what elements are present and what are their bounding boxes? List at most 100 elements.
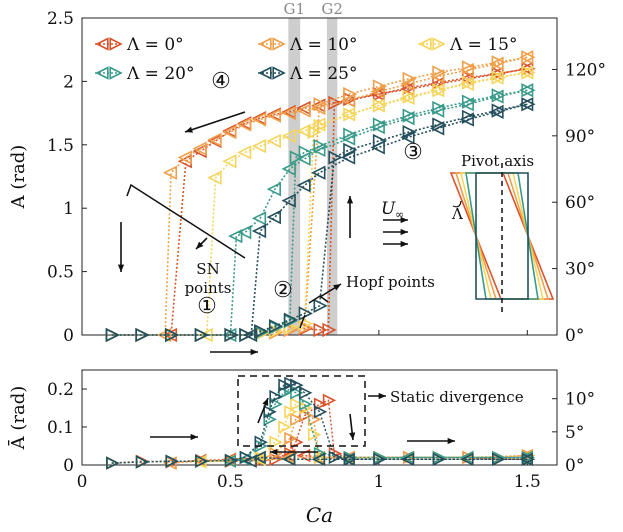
data-point-down	[459, 62, 474, 78]
data-point-down	[519, 452, 533, 466]
data-point-up	[135, 455, 150, 469]
data-point-down	[400, 76, 415, 92]
ytick-label: 0	[63, 326, 74, 346]
data-point-down	[519, 50, 534, 65]
ytick-label: 2	[63, 72, 74, 92]
legend-label: Λ = 15°	[449, 35, 517, 55]
circled-marker: ③	[403, 140, 423, 165]
legend-label: Λ = 20°	[126, 64, 194, 84]
ytick-right-label: 0°	[565, 326, 584, 346]
series-line-down	[205, 71, 528, 336]
data-point-down	[228, 228, 243, 244]
x-axis-label: Ca	[306, 503, 333, 527]
data-point-up	[165, 454, 179, 468]
data-point-down	[311, 142, 326, 158]
data-point-down	[429, 103, 445, 118]
data-point-down	[242, 327, 258, 343]
bottom-arrow-back-head	[270, 448, 278, 456]
series-4	[106, 376, 536, 470]
data-point-down	[222, 124, 237, 140]
data-point-down	[222, 154, 237, 169]
legend-entry: Λ = 20°	[95, 64, 194, 84]
data-point-up	[283, 312, 299, 327]
arrow-down-left-head	[117, 264, 125, 272]
data-point-down	[236, 225, 252, 240]
data-point-up	[432, 117, 447, 132]
lambda-label: Λ	[451, 205, 463, 223]
data-point-up	[432, 65, 447, 80]
xtick-label: 1.5	[514, 472, 541, 492]
series-line-down	[250, 456, 528, 462]
axes-frames	[81, 17, 558, 466]
data-point-up	[290, 397, 304, 411]
legend-marker	[432, 37, 446, 51]
data-point-down	[281, 105, 296, 121]
data-point-up	[269, 389, 283, 404]
data-point-up	[290, 412, 304, 427]
ytick-right-label: 0°	[565, 456, 584, 476]
data-point-down	[243, 454, 257, 468]
gap-label-g2: G2	[321, 0, 343, 18]
hopf-bracket-a	[299, 314, 306, 329]
data-point-up	[290, 435, 304, 449]
data-point-down	[251, 211, 267, 226]
legend-marker	[272, 37, 286, 51]
ytick-label: 1	[63, 199, 74, 219]
data-point-down	[251, 112, 267, 127]
data-point-down	[266, 108, 281, 123]
data-point-down	[489, 104, 504, 119]
data-point-up	[298, 306, 313, 321]
data-point-down	[519, 97, 534, 112]
sn-label-2: points	[185, 279, 232, 297]
ytick-label: 0.5	[47, 263, 74, 283]
data-point-down	[459, 76, 474, 92]
data-point-up	[313, 322, 328, 338]
data-point-down	[266, 182, 281, 197]
y-axis-label-top: A (rad)	[8, 145, 29, 210]
uinf-arrow-2-head	[400, 228, 408, 236]
data-point-up	[322, 393, 337, 408]
data-point-down	[163, 456, 177, 470]
data-point-down	[429, 69, 445, 84]
ytick-label: 0	[63, 456, 74, 476]
data-point-up	[299, 386, 313, 400]
data-point-down	[296, 123, 311, 138]
data-point-down	[177, 150, 192, 165]
data-point-down	[236, 117, 252, 132]
ytick-label: 0.2	[47, 380, 74, 400]
data-point-up	[195, 454, 209, 468]
data-point-up	[269, 397, 283, 411]
xtick-label: 1	[373, 472, 384, 492]
ytick-right-label: 90°	[565, 127, 595, 147]
series-line-down	[229, 89, 528, 336]
data-point-up	[289, 150, 305, 165]
data-point-down	[266, 209, 281, 225]
data-point-down	[429, 121, 445, 136]
legend-marker	[109, 66, 123, 80]
series-line-down	[250, 103, 528, 336]
data-point-up	[328, 150, 343, 165]
data-point-down	[400, 111, 415, 126]
data-point-down	[340, 150, 356, 165]
legend-entry: Λ = 25°	[258, 64, 357, 84]
data-point-up	[492, 452, 506, 466]
data-point-down	[281, 128, 296, 144]
data-point-up	[269, 435, 283, 449]
legend-entry: Λ = 15°	[418, 35, 517, 55]
data-point-up	[299, 397, 313, 411]
data-point-down	[341, 452, 355, 466]
data-point-up	[307, 427, 322, 442]
data-point-down	[370, 140, 385, 155]
pivot-axis-label: Pivot axis	[461, 152, 534, 170]
series-layer	[105, 50, 536, 470]
data-point-up	[254, 435, 268, 449]
data-point-down	[251, 138, 267, 154]
data-point-down	[311, 452, 326, 466]
ytick-label: 1.5	[47, 136, 74, 156]
data-point-down	[429, 83, 445, 98]
data-point-up	[298, 316, 313, 331]
data-point-down	[252, 450, 266, 465]
uinf-label: U	[381, 199, 396, 219]
data-point-down	[311, 165, 326, 180]
data-point-down	[459, 97, 474, 112]
